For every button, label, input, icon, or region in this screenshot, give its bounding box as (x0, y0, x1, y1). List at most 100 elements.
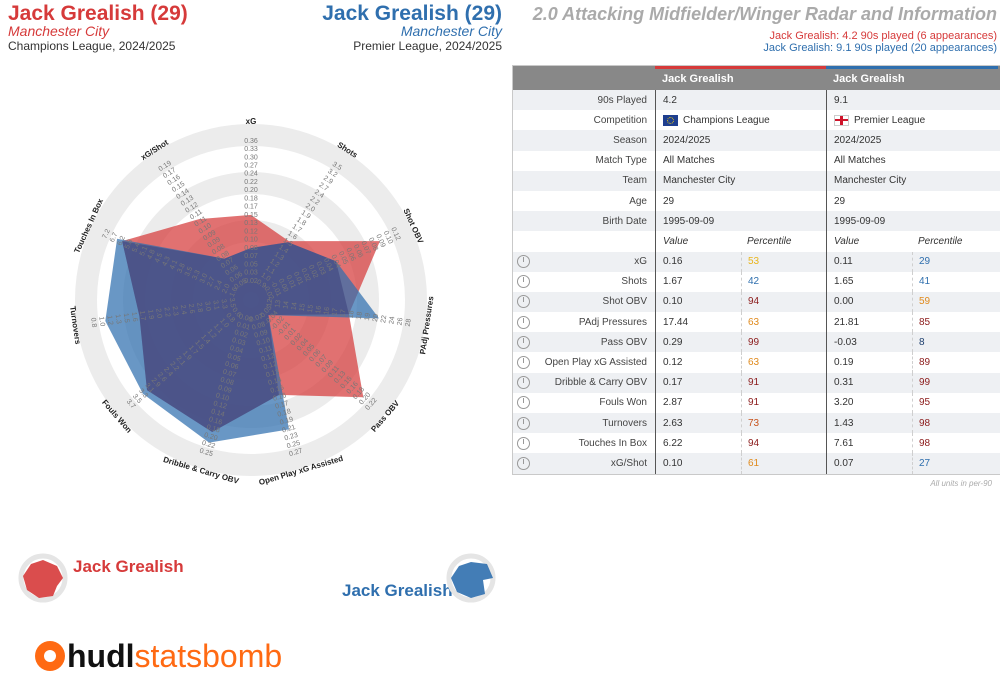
metric-value-player1: 0.10 (663, 457, 683, 469)
player1-minutes-note: Jack Grealish: 4.2 90s played (6 appeara… (769, 30, 997, 42)
metric-value-player1: 0.16 (663, 256, 683, 268)
radar-tick-label: 19 (364, 312, 372, 321)
radar-tick-label: 0.06 (224, 361, 239, 372)
radar-tick-label: 0.27 (244, 163, 258, 170)
metric-icon (517, 396, 530, 410)
radar-tick-label: 0.03 (231, 337, 246, 348)
metric-percentile-player1: 94 (741, 433, 759, 454)
logo-text-hudl: hudl (67, 638, 135, 674)
radar-tick-label: 5.1 (139, 245, 149, 257)
radar-tick-label: 1.3 (273, 251, 285, 262)
radar-tick-label: 1.2 (268, 258, 280, 269)
metric-value-player2: 0.31 (834, 377, 854, 389)
radar-tick-label: 0.20 (203, 432, 218, 443)
radar-tick-label: 13 (274, 299, 282, 308)
metric-value-player2: 0.11 (834, 256, 853, 268)
radar-tick-label: 0.07 (222, 369, 237, 380)
table-row: Season 2024/2025 2024/2025 (513, 130, 1000, 151)
radar-tick-label: 0.18 (206, 424, 221, 435)
radar-tick-label: 0.05 (244, 261, 258, 268)
metric-icon (517, 356, 530, 370)
radar-tick-label: 0.6 (231, 307, 243, 319)
radar-tick-label: 4.8 (146, 249, 156, 261)
row-value-player1: 29 (663, 195, 675, 207)
radar-tick-label: 1.9 (300, 209, 312, 220)
radar-tick-label: 0.12 (212, 400, 227, 411)
radar-tick-label: 0.9 (255, 279, 267, 290)
row-label: Match Type (595, 155, 647, 167)
radar-tick-label: 2.1 (175, 355, 187, 367)
metric-percentile-player2: 41 (912, 271, 930, 292)
metric-icon (517, 335, 530, 349)
player1-legend-label: Jack Grealish (73, 557, 184, 576)
radar-tick-label: 0.16 (208, 416, 223, 427)
radar-tick-label: 2.6 (156, 371, 168, 383)
metric-value-player2: 0.19 (834, 357, 854, 369)
radar-tick-label: 4.3 (161, 255, 171, 267)
metric-label: Open Play xG Assisted (544, 357, 647, 369)
radar-tick-label: 3.5 (184, 266, 194, 278)
table-header-player2: Jack Grealish (826, 66, 998, 90)
row-value-player2: All Matches (834, 155, 886, 167)
radar-tick-label: 3.8 (176, 262, 186, 274)
metric-label: xG (634, 256, 647, 268)
radar-tick-label: 0.07 (244, 253, 258, 260)
metric-percentile-player1: 73 (741, 413, 759, 434)
radar-tick-label: 0.15 (270, 384, 285, 395)
radar-tick-label: 0.25 (286, 440, 301, 451)
metric-value-player1: 17.44 (663, 316, 689, 328)
metric-row: Shots 1.67 42 1.65 41 (513, 271, 1000, 292)
row-value-player1: 4.2 (663, 94, 677, 106)
metric-label: Fouls Won (599, 397, 647, 409)
radar-tick-label: 0.08 (219, 376, 234, 387)
radar-tick-label: 0.04 (229, 345, 244, 356)
radar-tick-label: 0.18 (277, 408, 292, 419)
radar-tick-label: 2.2 (163, 307, 171, 318)
row-value-player2: 1995-09-09 (834, 215, 886, 227)
hudl-statsbomb-logo: hudlstatsbomb (35, 638, 282, 675)
radar-tick-label: 0.30 (244, 154, 258, 161)
metric-label: xG/Shot (610, 457, 647, 469)
radar-tick-label: 1.8 (295, 216, 307, 227)
radar-chart: 0.020.030.050.070.080.100.120.130.150.17… (68, 117, 436, 487)
radar-tick-label: 1.6 (229, 286, 239, 298)
radar-tick-label: 1.9 (181, 350, 193, 362)
radar-tick-label: 0.14 (210, 408, 225, 419)
radar-tick-label: 2.4 (179, 304, 187, 315)
radar-tick-label: 0.08 (251, 321, 266, 332)
radar-tick-label: 2.9 (322, 175, 334, 186)
radar-tick-label: 0.02 (233, 329, 248, 340)
radar-tick-label: 2.8 (195, 302, 203, 313)
radar-tick-label: 0.14 (267, 376, 282, 387)
metric-icon (517, 456, 530, 470)
radar-tick-label: 0.25 (199, 448, 214, 459)
player1-name: Jack Grealish (29) (8, 2, 188, 25)
row-label: Team (622, 175, 647, 187)
player2-name: Jack Grealish (29) (322, 2, 502, 25)
radar-tick-label: 1.0 (260, 272, 272, 283)
radar-tick-label: 4.1 (169, 259, 179, 271)
player1-legend-icon (18, 553, 68, 603)
radar-tick-label: 0.8 (224, 312, 236, 324)
metric-row: PAdj Pressures 17.44 63 21.81 85 (513, 312, 1000, 333)
row-value-player1: Champions League (683, 114, 770, 126)
metric-percentile-player2: 59 (912, 291, 930, 313)
radar-tick-label: 3.7 (125, 398, 137, 410)
radar-tick-label: 0.09 (217, 384, 232, 395)
metric-value-player1: 2.63 (663, 417, 683, 429)
england-flag-icon (834, 114, 849, 126)
radar-tick-label: 22 (380, 315, 388, 324)
radar-tick-label: 0.33 (244, 146, 258, 153)
metric-value-player2: 0.07 (834, 457, 854, 469)
radar-tick-label: 0.19 (279, 416, 294, 427)
metric-value-player1: 0.12 (663, 357, 683, 369)
radar-axis-label: xG (246, 117, 257, 126)
metric-percentile-player1: 63 (741, 352, 759, 373)
metric-percentile-player2: 95 (912, 392, 930, 413)
radar-tick-label: 0.03 (244, 270, 258, 277)
radar-tick-label: 0.21 (281, 424, 296, 435)
radar-tick-label: 0.09 (254, 329, 269, 340)
table-row: Competition Champions League Premier Leagu… (513, 110, 1000, 131)
metric-percentile-player1: 91 (741, 392, 759, 413)
radar-tick-label: 1.7 (291, 223, 303, 234)
